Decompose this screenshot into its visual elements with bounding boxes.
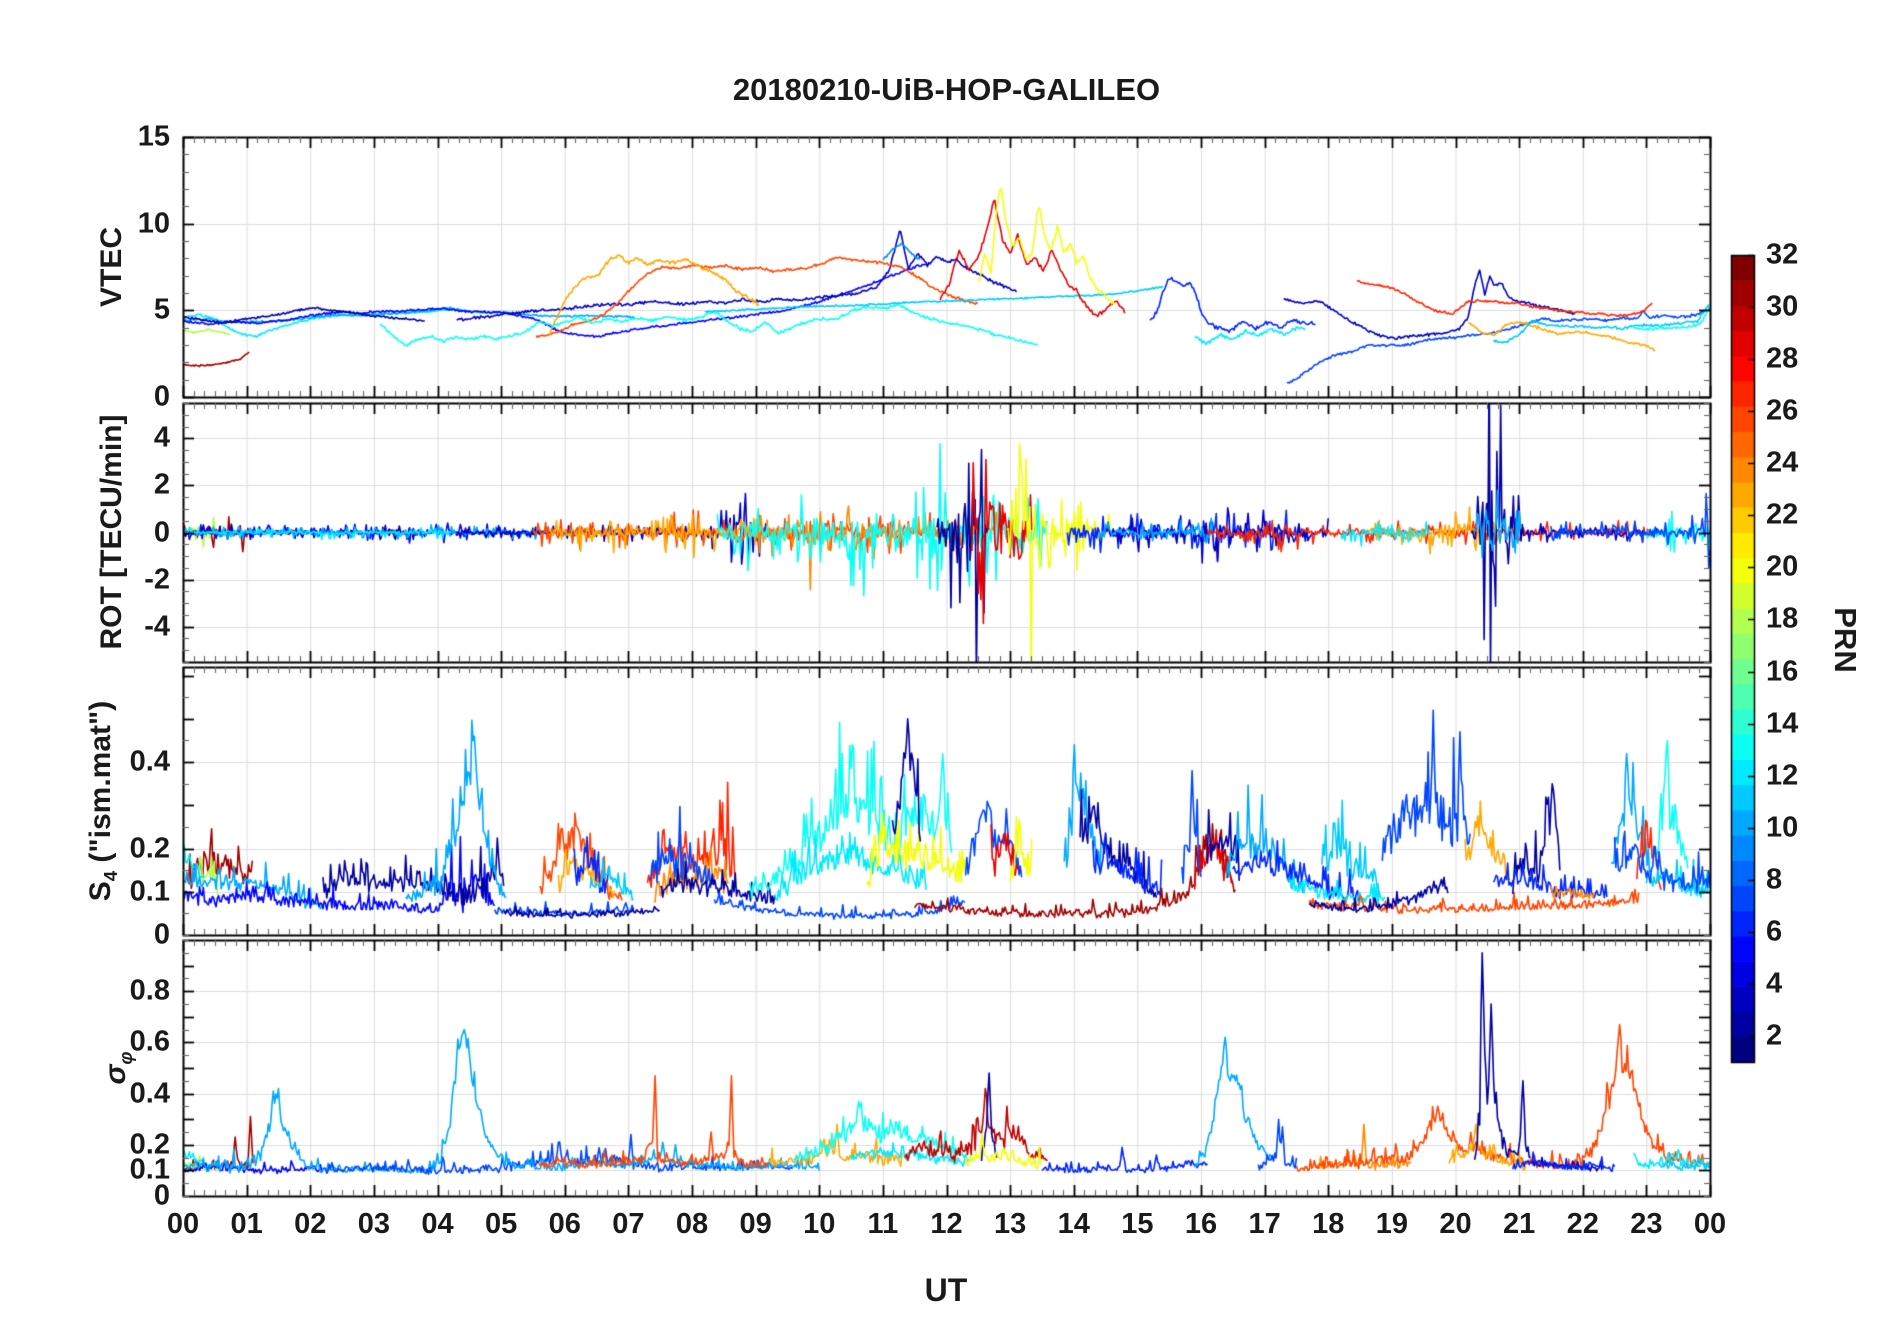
tick-label: 15 xyxy=(1121,1208,1154,1240)
tick-label: 06 xyxy=(548,1208,581,1240)
tick-label: 26 xyxy=(1766,394,1799,427)
tick-label: 19 xyxy=(1375,1208,1409,1240)
tick-label: 0.2 xyxy=(129,832,170,865)
tick-label: 05 xyxy=(484,1208,518,1240)
tick-label: 10 xyxy=(803,1208,836,1240)
tick-label: 14 xyxy=(1057,1208,1090,1240)
tick-label: 10 xyxy=(1766,811,1799,844)
ut-axis-label: UT xyxy=(924,1272,968,1308)
tick-label: 13 xyxy=(993,1208,1027,1240)
tick-label: 12 xyxy=(930,1208,963,1240)
tick-label: 0 xyxy=(153,516,170,548)
tick-label: 21 xyxy=(1502,1208,1536,1240)
tick-label: 0 xyxy=(153,918,170,951)
tick-label: 2 xyxy=(1766,1019,1783,1052)
s4-axis-label: S4 ("ism.mat") xyxy=(84,700,121,902)
tick-label: 0.1 xyxy=(129,1153,170,1186)
tick-label: 4 xyxy=(1766,967,1783,1000)
tick-label: 23 xyxy=(1630,1208,1663,1240)
tick-label: 0.4 xyxy=(129,1077,170,1110)
tick-label: -4 xyxy=(144,610,170,643)
vtec-axis-label: VTEC xyxy=(95,226,128,308)
tick-label: 02 xyxy=(294,1208,327,1240)
tick-label: 00 xyxy=(166,1208,200,1240)
tick-label: 22 xyxy=(1566,1208,1599,1240)
tick-label: 30 xyxy=(1766,290,1799,323)
prn-colorbar-label: PRN xyxy=(1828,607,1863,673)
tick-label: 18 xyxy=(1312,1208,1345,1240)
tick-label: 04 xyxy=(421,1208,454,1240)
tick-label: 5 xyxy=(153,293,170,326)
tick-label: -2 xyxy=(144,563,170,596)
tick-label: 0.8 xyxy=(129,974,170,1007)
tick-label: 0.6 xyxy=(129,1025,170,1058)
tick-label: 20 xyxy=(1766,550,1799,583)
rot-axis-label: ROT [TECU/min] xyxy=(95,414,128,650)
tick-label: 0.2 xyxy=(129,1128,170,1161)
tick-label: 20 xyxy=(1439,1208,1472,1240)
tick-label: 0.1 xyxy=(129,875,170,908)
tick-label: 10 xyxy=(137,207,170,240)
tick-label: 8 xyxy=(1766,863,1783,896)
tick-label: 28 xyxy=(1766,342,1799,375)
tick-label: 00 xyxy=(1693,1208,1727,1240)
tick-label: 09 xyxy=(739,1208,772,1240)
tick-label: 12 xyxy=(1766,759,1799,792)
tick-label: 11 xyxy=(867,1208,899,1240)
tick-label: 16 xyxy=(1184,1208,1218,1240)
tick-label: 14 xyxy=(1766,707,1799,740)
tick-label: 0 xyxy=(153,380,170,413)
tick-label: 18 xyxy=(1766,602,1799,635)
tick-label: 03 xyxy=(357,1208,391,1240)
page-title: 20180210-UiB-HOP-GALILEO xyxy=(732,72,1161,107)
tick-label: 4 xyxy=(153,421,170,454)
tick-label: 22 xyxy=(1766,498,1799,531)
tick-label: 07 xyxy=(612,1208,645,1240)
tick-label: 0 xyxy=(153,1179,170,1212)
tick-label: 6 xyxy=(1766,915,1783,948)
tick-label: 32 xyxy=(1766,238,1799,271)
tick-label: 0.4 xyxy=(129,745,170,778)
tick-label: 01 xyxy=(230,1208,263,1240)
tick-label: 24 xyxy=(1766,446,1799,479)
tick-label: 08 xyxy=(675,1208,709,1240)
tick-label: 2 xyxy=(153,468,170,501)
tick-label: 16 xyxy=(1766,655,1799,688)
tick-label: 17 xyxy=(1248,1208,1281,1240)
tick-label: 15 xyxy=(137,120,170,153)
